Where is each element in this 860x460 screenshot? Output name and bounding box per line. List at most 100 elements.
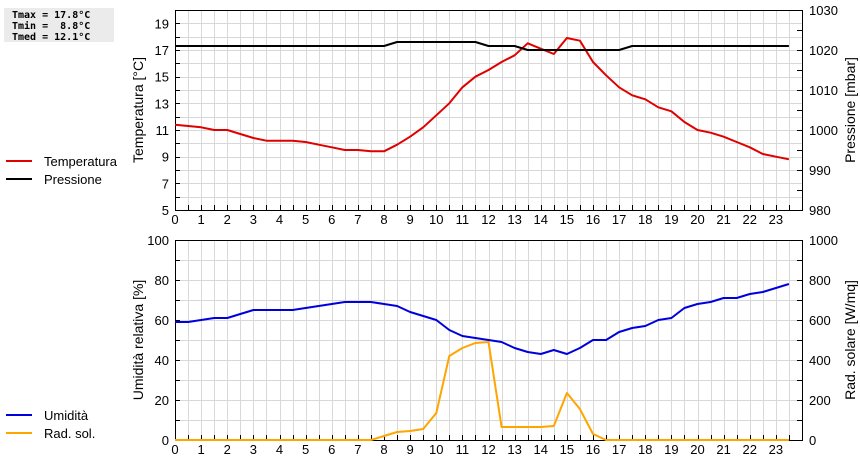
temperatura-line-swatch — [6, 160, 32, 162]
x-tick-label: 5 — [302, 442, 309, 457]
y2-tick-label: 1010 — [809, 83, 838, 98]
y-tick-label: 11 — [156, 123, 170, 138]
x-tick-label: 1 — [198, 212, 205, 227]
x-tick-label: 5 — [302, 212, 309, 227]
y2-tick-label: 1000 — [809, 123, 838, 138]
x-tick-label: 20 — [690, 212, 704, 227]
y2-tick-label: 1030 — [809, 3, 838, 18]
x-tick-label: 22 — [743, 442, 757, 457]
x-tick-label: 0 — [171, 212, 178, 227]
y2-tick-label: 400 — [809, 353, 831, 368]
rad-sol-line-swatch — [6, 432, 32, 434]
x-tick-label: 21 — [716, 212, 730, 227]
tmax-label: Tmax = 17.8°C — [12, 10, 91, 21]
legend-item-pressione: Pressione — [6, 170, 117, 188]
x-tick-label: 2 — [224, 212, 231, 227]
x-tick-label: 9 — [407, 442, 414, 457]
y-tick-label: 13 — [155, 96, 169, 111]
x-tick-label: 13 — [507, 442, 521, 457]
x-tick-label: 10 — [429, 212, 443, 227]
legend-top: Temperatura Pressione — [6, 152, 117, 188]
legend-label-rad-sol: Rad. sol. — [44, 425, 96, 441]
legend-label-pressione: Pressione — [44, 171, 102, 187]
x-tick-label: 2 — [224, 442, 231, 457]
x-tick-label: 16 — [586, 212, 600, 227]
y-tick-label: 0 — [162, 433, 169, 448]
tmin-label: Tmin = 8.8°C — [12, 21, 91, 32]
temperature-stats-box: Tmax = 17.8°C Tmin = 8.8°C Tmed = 12.1°C — [4, 8, 114, 43]
x-tick-label: 19 — [664, 442, 678, 457]
y2-tick-label: 1020 — [809, 43, 838, 58]
plot-frame — [175, 10, 803, 211]
y-axis-label-right: Rad. solare [W/mq] — [842, 280, 858, 400]
tmed-label: Tmed = 12.1°C — [12, 32, 91, 43]
x-tick-label: 12 — [481, 212, 495, 227]
x-tick-label: 9 — [407, 212, 414, 227]
temperature-pressure-chart: 0 1 2 3 4 5 6 7 8 9 10 11 12 13 14 15 16 17 18 19 20 21 22 2357… — [130, 3, 858, 227]
x-tick-label: 17 — [612, 212, 626, 227]
y-tick-label: 5 — [162, 203, 169, 218]
y-tick-label: 9 — [162, 150, 169, 165]
grid — [175, 10, 802, 210]
x-tick-label: 22 — [743, 212, 757, 227]
y-axis-label-left: Temperatura [°C] — [130, 57, 146, 163]
y-axis-right: 980 990 1000 1010 1020 1030 Pressione [mbar] — [797, 3, 858, 218]
series-temperatura — [174, 37, 790, 161]
y-axis-left: 5 7 9 11 13 15 17 19 Temperatura [°C] — [130, 16, 180, 218]
y-axis-label-left: Umidità relativa [%] — [130, 280, 146, 401]
y-axis-left: 0 20 40 60 80 100 Umidità relativa [%] — [130, 233, 180, 448]
x-tick-label: 7 — [354, 442, 361, 457]
umidita-line-swatch — [6, 414, 32, 416]
y-tick-label: 80 — [155, 273, 169, 288]
y-axis-label-right: Pressione [mbar] — [842, 57, 858, 163]
x-tick-label: 23 — [769, 442, 783, 457]
legend-bottom: Umidità Rad. sol. — [6, 406, 95, 442]
x-tick-label: 3 — [250, 442, 257, 457]
x-tick-label: 8 — [380, 442, 387, 457]
y2-tick-label: 1000 — [809, 233, 838, 248]
x-tick-label: 1 — [198, 442, 205, 457]
y-tick-label: 20 — [155, 393, 169, 408]
legend-item-temperatura: Temperatura — [6, 152, 117, 170]
x-tick-label: 12 — [481, 442, 495, 457]
y2-tick-label: 980 — [809, 203, 831, 218]
x-tick-label: 19 — [664, 212, 678, 227]
x-tick-label: 15 — [560, 442, 574, 457]
x-tick-label: 18 — [638, 212, 652, 227]
y2-tick-label: 990 — [809, 163, 831, 178]
x-tick-label: 7 — [354, 212, 361, 227]
x-tick-label: 16 — [586, 442, 600, 457]
x-tick-label: 21 — [716, 442, 730, 457]
x-tick-label: 20 — [690, 442, 704, 457]
y2-tick-label: 0 — [809, 433, 816, 448]
x-tick-label: 11 — [456, 442, 470, 457]
x-axis: 0 1 2 3 4 5 6 7 8 9 10 11 12 13 14 15 16 17 18 19 20 21 22 23 — [171, 435, 790, 457]
x-tick-label: 11 — [456, 212, 470, 227]
y-tick-label: 15 — [155, 70, 169, 85]
x-tick-label: 8 — [380, 212, 387, 227]
x-tick-label: 17 — [612, 442, 626, 457]
y2-tick-label: 600 — [809, 313, 831, 328]
x-tick-label: 0 — [171, 442, 178, 457]
y2-tick-label: 200 — [809, 393, 831, 408]
legend-label-umidita: Umidità — [44, 407, 89, 423]
x-tick-label: 14 — [534, 212, 548, 227]
legend-item-rad-sol: Rad. sol. — [6, 424, 95, 442]
y-tick-label: 100 — [147, 233, 169, 248]
x-tick-label: 4 — [276, 442, 283, 457]
x-tick-label: 4 — [276, 212, 283, 227]
y-tick-label: 60 — [155, 313, 169, 328]
y-tick-label: 19 — [155, 16, 169, 31]
series-umidit — [175, 283, 790, 355]
x-tick-label: 18 — [638, 442, 652, 457]
series-pressione — [175, 41, 789, 51]
x-tick-label: 23 — [769, 212, 783, 227]
x-tick-label: 3 — [250, 212, 257, 227]
x-tick-label: 13 — [507, 212, 521, 227]
legend-label-temperatura: Temperatura — [44, 153, 117, 169]
x-axis: 0 1 2 3 4 5 6 7 8 9 10 11 12 13 14 15 16 17 18 19 20 21 22 23 — [171, 205, 790, 227]
x-tick-label: 6 — [328, 442, 335, 457]
legend-item-umidita: Umidità — [6, 406, 95, 424]
y-tick-label: 40 — [155, 353, 169, 368]
